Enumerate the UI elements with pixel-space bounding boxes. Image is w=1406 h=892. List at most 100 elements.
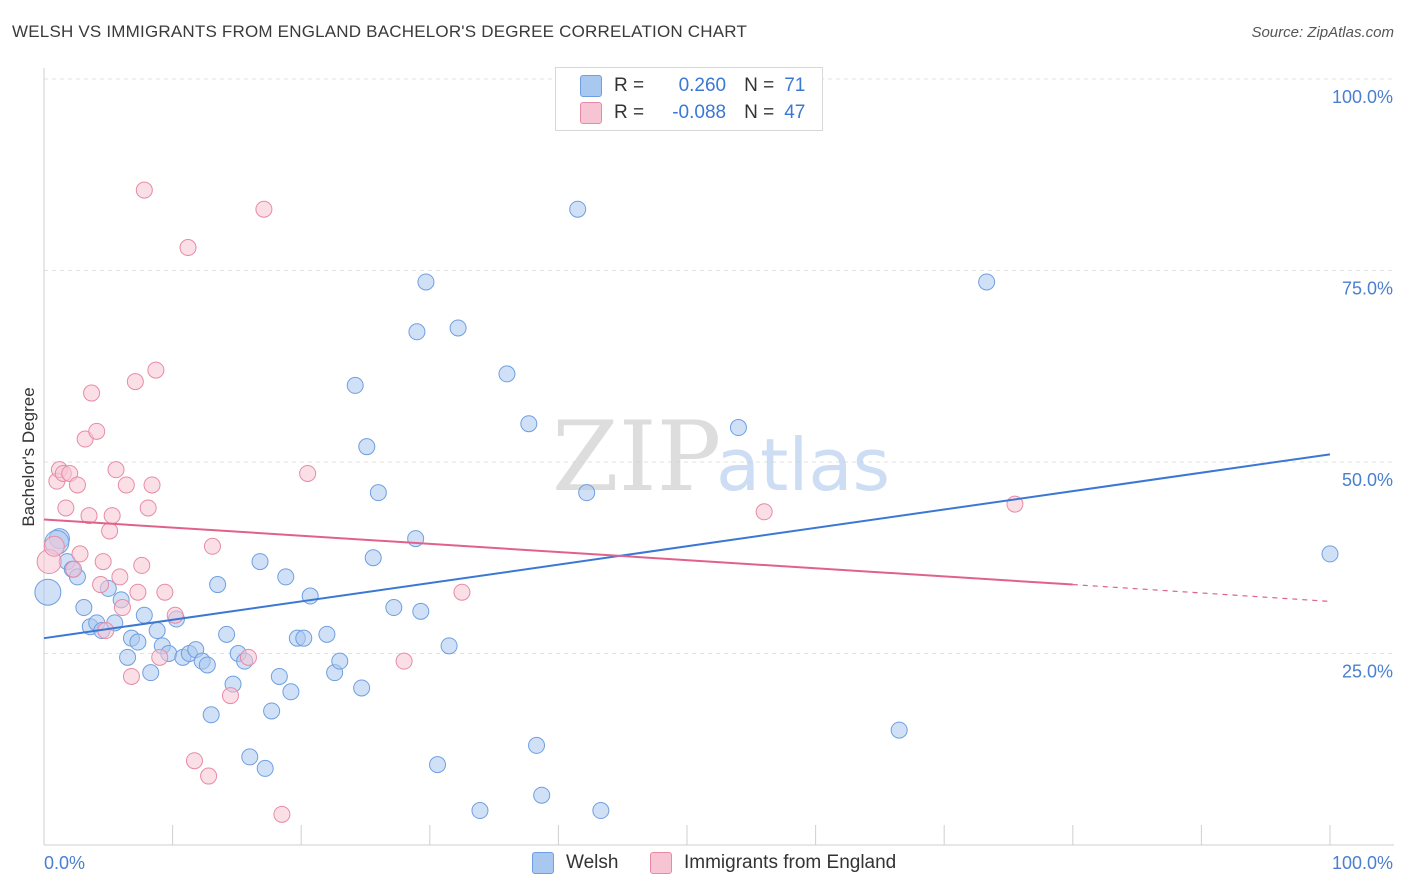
england-point	[453, 583, 471, 601]
watermark-atlas: atlas	[716, 423, 890, 507]
y-tick-label: 100.0%	[1332, 87, 1393, 107]
legend-r-label: R =	[614, 75, 645, 96]
england-point	[239, 648, 257, 666]
scatter-points	[34, 181, 1339, 823]
legend-swatch-england	[580, 102, 602, 124]
welsh-point	[429, 756, 447, 774]
welsh-point	[241, 748, 259, 766]
legend-swatch-england	[650, 852, 672, 874]
england-point	[111, 568, 129, 586]
welsh-trend-line	[43, 453, 1331, 640]
watermark-zip: ZIP	[552, 401, 721, 513]
welsh-point	[471, 802, 489, 820]
england-point	[103, 507, 121, 525]
england-point	[133, 556, 151, 574]
england-point	[255, 200, 273, 218]
england-point	[185, 752, 203, 770]
welsh-point	[592, 802, 610, 820]
welsh-point	[251, 553, 269, 571]
x-tick-label: 0.0%	[44, 853, 85, 873]
legend-label-welsh: Welsh	[566, 852, 619, 873]
england-point	[92, 576, 110, 594]
legend-n-value: 47	[784, 102, 806, 123]
welsh-point	[729, 419, 747, 437]
england-point	[65, 560, 83, 578]
welsh-point	[569, 200, 587, 218]
england-point	[179, 239, 197, 257]
england-point	[156, 583, 174, 601]
welsh-point	[417, 273, 435, 291]
welsh-point	[135, 606, 153, 624]
legend-swatch-welsh	[580, 75, 602, 97]
welsh-point	[34, 578, 62, 606]
welsh-point	[449, 319, 467, 337]
welsh-point	[209, 576, 227, 594]
tick-labels: 25.0% 50.0% 75.0% 100.0% 0.0% 100.0%	[44, 87, 1393, 873]
welsh-point	[385, 599, 403, 617]
england-point	[139, 499, 157, 517]
welsh-point	[528, 736, 546, 754]
england-point	[80, 507, 98, 525]
y-axis-label: Bachelor's Degree	[19, 387, 38, 526]
england-point	[203, 537, 221, 555]
england-point	[299, 464, 317, 482]
england-point	[94, 553, 112, 571]
y-tick-label: 75.0%	[1342, 279, 1393, 299]
england-point	[129, 583, 147, 601]
legend-n-label: N =	[744, 102, 775, 123]
england-point	[107, 461, 125, 479]
welsh-point	[295, 629, 313, 647]
legend-r-value: -0.088	[672, 102, 727, 123]
legend-swatch-welsh	[532, 852, 554, 874]
series-legend: Welsh Immigrants from England	[0, 852, 1406, 878]
legend-label-england: Immigrants from England	[684, 852, 897, 873]
england-point	[71, 545, 89, 563]
welsh-point	[346, 376, 364, 394]
england-point	[113, 599, 131, 617]
legend-n-label: N =	[744, 75, 775, 96]
welsh-point	[75, 599, 93, 617]
england-point	[101, 522, 119, 540]
legend-row-welsh: R = 0.260 N = 71	[580, 74, 805, 98]
welsh-point	[1321, 545, 1339, 563]
axes	[43, 68, 1394, 846]
chart-title: WELSH VS IMMIGRANTS FROM ENGLAND BACHELO…	[12, 22, 748, 41]
welsh-point	[358, 438, 376, 456]
welsh-point	[218, 625, 236, 643]
england-trend-line	[43, 518, 1073, 586]
x-tick-label: 100.0%	[1332, 853, 1393, 873]
welsh-point	[270, 667, 288, 685]
england-point	[147, 361, 165, 379]
welsh-point	[129, 633, 147, 651]
welsh-point	[318, 625, 336, 643]
england-point	[755, 503, 773, 521]
legend-item-welsh[interactable]: Welsh	[532, 852, 618, 874]
welsh-point	[202, 706, 220, 724]
england-point	[83, 384, 101, 402]
legend-r-label: R =	[614, 102, 645, 123]
grid-lines	[44, 78, 1394, 654]
welsh-point	[353, 679, 371, 697]
legend-r-value: 0.260	[678, 75, 727, 96]
welsh-point	[282, 683, 300, 701]
welsh-point	[331, 652, 349, 670]
welsh-point	[198, 656, 216, 674]
welsh-point	[369, 484, 387, 502]
legend-row-england: R = -0.088 N = 47	[580, 101, 805, 125]
england-point	[126, 373, 144, 391]
welsh-point	[412, 602, 430, 620]
stats-legend: R = 0.260 N = 71 R = -0.088 N = 47	[555, 67, 823, 131]
welsh-point	[142, 664, 160, 682]
welsh-point	[256, 759, 274, 777]
welsh-point	[978, 273, 996, 291]
legend-item-england[interactable]: Immigrants from England	[650, 852, 896, 874]
england-trend-extension	[1072, 583, 1331, 603]
welsh-point	[440, 637, 458, 655]
england-point	[68, 476, 86, 494]
welsh-point	[498, 365, 516, 383]
chart-source: Source: ZipAtlas.com	[1251, 24, 1394, 41]
england-point	[117, 476, 135, 494]
welsh-point	[364, 549, 382, 567]
welsh-point	[277, 568, 295, 586]
